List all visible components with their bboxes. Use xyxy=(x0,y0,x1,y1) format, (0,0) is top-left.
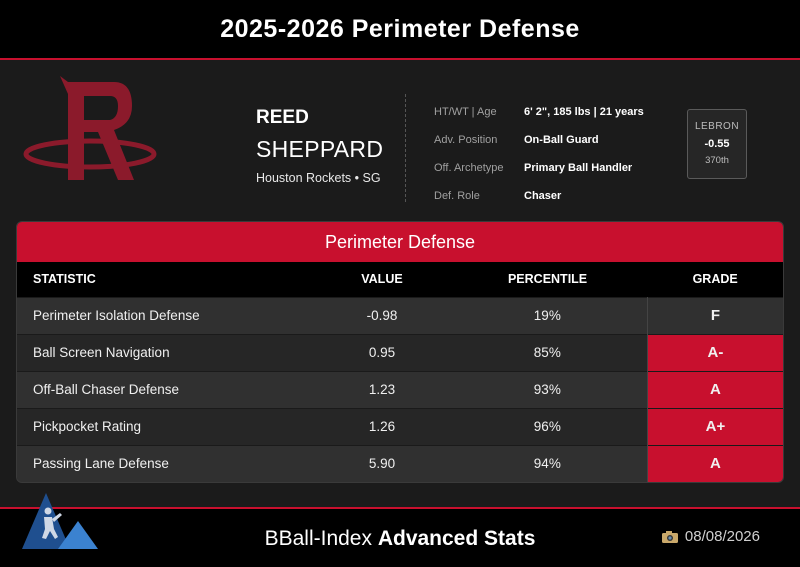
table-row: Passing Lane Defense 5.90 94% A xyxy=(17,445,783,482)
footer-brand: BBall-Index Advanced Stats xyxy=(0,527,800,551)
table-header-row: STATISTIC VALUE PERCENTILE GRADE xyxy=(17,262,783,297)
player-profile: REED SHEPPARD Houston Rockets • SG HT/WT… xyxy=(0,62,800,220)
stat-percentile: 96% xyxy=(533,419,561,434)
bball-index-logo-icon xyxy=(22,493,98,549)
stats-card-title: Perimeter Defense xyxy=(17,222,783,262)
profile-divider xyxy=(405,94,406,202)
column-header-value: VALUE xyxy=(361,272,403,287)
stat-grade: A xyxy=(646,371,783,408)
player-team-position: Houston Rockets • SG xyxy=(256,171,381,185)
lebron-value: -0.55 xyxy=(704,138,730,150)
stat-name: Off-Ball Chaser Defense xyxy=(33,382,180,397)
footer-bar: BBall-Index Advanced Stats 08/08/2026 xyxy=(0,493,800,567)
page-title: 2025-2026 Perimeter Defense xyxy=(220,14,580,43)
info-label: HT/WT | Age xyxy=(434,106,497,118)
info-row-archetype: Off. Archetype Primary Ball Handler xyxy=(434,154,684,182)
date-text: 08/08/2026 xyxy=(684,528,760,545)
camera-icon xyxy=(661,530,678,543)
stat-grade: A xyxy=(646,445,783,482)
stat-grade: A+ xyxy=(646,408,783,445)
table-row: Ball Screen Navigation 0.95 85% A- xyxy=(17,334,783,371)
stat-grade: F xyxy=(646,297,783,334)
stat-percentile: 85% xyxy=(533,345,561,360)
info-label: Adv. Position xyxy=(434,134,498,146)
column-header-statistic: STATISTIC xyxy=(33,272,96,287)
info-value: Primary Ball Handler xyxy=(524,162,633,174)
stats-card: Perimeter Defense STATISTIC VALUE PERCEN… xyxy=(16,221,784,483)
stat-name: Ball Screen Navigation xyxy=(33,345,170,360)
stat-value: 0.95 xyxy=(368,345,396,360)
info-value: Chaser xyxy=(524,190,562,202)
info-row-height-weight: HT/WT | Age 6' 2", 185 lbs | 21 years xyxy=(434,98,684,126)
info-label: Off. Archetype xyxy=(434,162,504,174)
info-label: Def. Role xyxy=(434,190,480,202)
lebron-rank: 370th xyxy=(705,155,729,166)
lebron-label: LEBRON xyxy=(694,121,740,132)
stat-name: Pickpocket Rating xyxy=(33,419,142,434)
stats-table: STATISTIC VALUE PERCENTILE GRADE Perimet… xyxy=(17,262,783,482)
table-row: Pickpocket Rating 1.26 96% A+ xyxy=(17,408,783,445)
stat-name: Perimeter Isolation Defense xyxy=(33,308,200,323)
stat-value: 5.90 xyxy=(368,456,396,472)
column-header-percentile: PERCENTILE xyxy=(507,272,588,287)
info-row-position: Adv. Position On-Ball Guard xyxy=(434,126,684,154)
footer-date: 08/08/2026 xyxy=(661,528,760,545)
stat-percentile: 19% xyxy=(533,308,561,323)
column-header-grade: GRADE xyxy=(692,272,738,287)
info-row-def-role: Def. Role Chaser xyxy=(434,182,684,210)
stat-value: 1.23 xyxy=(368,382,396,397)
player-first-name: REED xyxy=(256,107,309,128)
info-value: 6' 2", 185 lbs | 21 years xyxy=(524,106,644,118)
brand-name: BBall-Index xyxy=(264,527,378,550)
player-info: HT/WT | Age 6' 2", 185 lbs | 21 years Ad… xyxy=(434,98,684,210)
stat-grade: A- xyxy=(646,334,783,371)
table-row: Off-Ball Chaser Defense 1.23 93% A xyxy=(17,371,783,408)
stat-name: Passing Lane Defense xyxy=(33,456,169,472)
info-value: On-Ball Guard xyxy=(524,134,599,146)
stat-value: 1.26 xyxy=(368,419,396,434)
stat-value: -0.98 xyxy=(366,308,398,323)
stat-percentile: 93% xyxy=(533,382,561,397)
lebron-badge: LEBRON -0.55 370th xyxy=(687,109,747,179)
title-bar: 2025-2026 Perimeter Defense xyxy=(0,0,800,60)
rockets-logo-icon xyxy=(23,76,157,180)
table-row: Perimeter Isolation Defense -0.98 19% F xyxy=(17,297,783,334)
brand-tagline: Advanced Stats xyxy=(377,527,536,550)
player-last-name: SHEPPARD xyxy=(256,136,384,162)
stat-percentile: 94% xyxy=(533,456,561,472)
